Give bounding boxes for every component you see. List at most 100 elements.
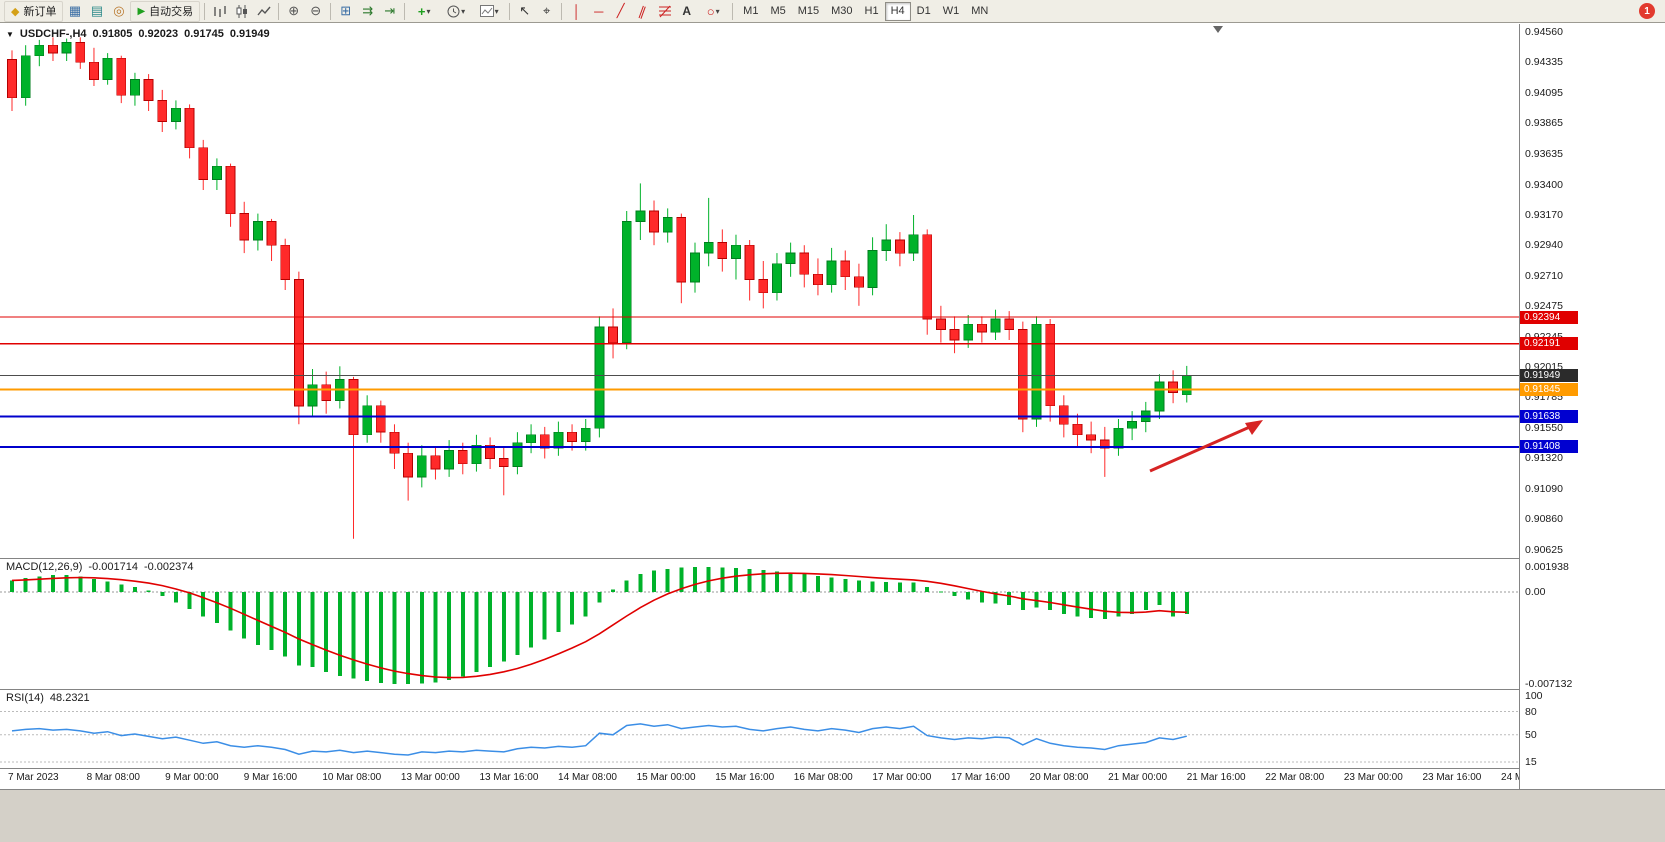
candlestick-chart-type-icon[interactable] (231, 2, 252, 21)
candle-up (990, 318, 1001, 333)
macd-histogram-bar (979, 592, 984, 603)
candle-down (457, 450, 468, 465)
candle-down (936, 318, 946, 330)
chart-area[interactable]: ▼ USDCHF-,H4 0.91805 0.92023 0.91745 0.9… (0, 24, 1560, 789)
macd-scale-label: 0.00 (1525, 586, 1546, 598)
window-bottom-area (0, 789, 1665, 842)
horizontal-line-tool-icon[interactable]: ─ (594, 3, 604, 19)
candle-down (321, 384, 332, 401)
one-click-trading-icon[interactable]: ▼ (6, 29, 14, 39)
candle-down (430, 455, 441, 470)
candle-down (1004, 318, 1015, 330)
text-tool-icon[interactable]: A (682, 4, 691, 18)
crosshair-tool-icon[interactable]: ⌖ (543, 3, 551, 18)
candle-up (102, 57, 113, 80)
macd-histogram-bar (515, 592, 520, 656)
macd-histogram-bar (255, 592, 260, 645)
candle-down (608, 326, 618, 344)
line-chart-type-icon[interactable] (253, 2, 274, 21)
timeframe-button-m15[interactable]: M15 (797, 5, 820, 17)
trendline-tool-icon[interactable]: ╱ (616, 3, 625, 18)
symbol-period-label: USDCHF-,H4 (19, 28, 87, 40)
toolbar-separator (561, 2, 563, 20)
price-scale[interactable]: 0.94560 0.94335 0.94095 0.93865 0.93635 0.934… (1519, 24, 1665, 789)
timeframe-button-w1[interactable]: W1 (942, 5, 960, 17)
macd-histogram-bar (488, 592, 493, 667)
candle-down (239, 213, 250, 241)
bar-chart-type-icon[interactable] (209, 2, 230, 21)
plus-icon: + (417, 3, 426, 19)
candle-down (375, 405, 386, 433)
candle-down (7, 59, 17, 99)
candle-up (772, 263, 782, 294)
candle-down (225, 165, 236, 215)
price-tick-label: 0.93865 (1525, 117, 1563, 130)
data-window-icon[interactable]: ▤ (90, 3, 104, 18)
time-axis-label: 17 Mar 00:00 (872, 772, 932, 783)
candle-down (348, 379, 359, 436)
chart-shift-marker[interactable] (1213, 26, 1223, 33)
chart-shift-icon[interactable]: ⇥ (384, 3, 396, 18)
price-tick-label: 0.94560 (1525, 26, 1563, 38)
timeframe-button-m1[interactable]: M1 (743, 5, 759, 17)
candle-down (1058, 405, 1069, 425)
macd-histogram-bar (173, 592, 178, 603)
time-axis-label: 17 Mar 16:00 (950, 772, 1010, 783)
time-axis-label: 23 Mar 00:00 (1343, 772, 1403, 783)
channel-tool-icon[interactable]: ∥ (637, 2, 649, 19)
panel-separator[interactable] (0, 689, 1665, 690)
arrow-annotation[interactable] (1149, 424, 1253, 473)
macd-histogram-bar (460, 592, 465, 677)
period-button[interactable]: ▾ (440, 2, 472, 21)
macd-histogram-bar (419, 592, 424, 684)
fibonacci-tool-icon[interactable] (654, 2, 675, 21)
add-indicator-button[interactable]: + ▾ (409, 2, 439, 21)
time-axis-label: 9 Mar 16:00 (243, 772, 298, 783)
price-tick-label: 0.91550 (1525, 422, 1563, 435)
macd-histogram-bar (337, 592, 342, 676)
macd-histogram-bar (788, 572, 793, 593)
timeframe-button-m5[interactable]: M5 (770, 5, 786, 17)
macd-histogram-bar (201, 592, 206, 617)
price-line-badge: 0.92191 (1520, 337, 1578, 351)
cursor-tool-icon[interactable]: ↖ (519, 3, 531, 18)
zoom-in-icon[interactable]: ⊕ (288, 3, 300, 18)
time-axis[interactable]: 7 Mar 2023 8 Mar 08:00 9 Mar 00:00 9 Mar 16… (0, 769, 1560, 789)
time-axis-label: 21 Mar 16:00 (1186, 772, 1246, 783)
market-watch-icon[interactable]: ▦ (68, 3, 82, 18)
template-button[interactable]: ▾ (473, 2, 505, 21)
timeframe-button-m30[interactable]: M30 (831, 5, 853, 17)
macd-histogram-bar (815, 575, 820, 592)
candle-down (498, 458, 509, 467)
candle-up (526, 434, 536, 444)
auto-scroll-icon[interactable]: ⇉ (362, 3, 374, 18)
autotrading-button[interactable]: ▶ 自动交易 (130, 0, 201, 22)
candle-up (635, 210, 646, 222)
candle-up (703, 242, 714, 254)
navigator-icon[interactable]: ◎ (113, 3, 125, 18)
vertical-line-tool-icon[interactable]: │ (572, 3, 581, 19)
time-axis-label: 22 Mar 08:00 (1265, 772, 1325, 783)
rsi-label-row: RSI(14) 48.2321 (6, 692, 90, 704)
timeframe-button-d1[interactable]: D1 (916, 5, 931, 17)
macd-histogram-bar (51, 575, 55, 592)
price-tick-label: 0.94095 (1525, 87, 1563, 100)
macd-histogram-bar (92, 579, 96, 592)
macd-histogram-bar (78, 576, 83, 592)
macd-histogram-bar (747, 569, 752, 592)
notification-badge[interactable]: 1 (1639, 3, 1655, 19)
tile-windows-icon[interactable]: ⊞ (340, 3, 352, 18)
candle-down (198, 147, 209, 180)
macd-histogram-bar (406, 592, 411, 684)
timeframe-button-h4[interactable]: H4 (884, 1, 911, 21)
macd-histogram-bar (775, 571, 779, 592)
shapes-tool-button[interactable]: ○ ▾ (698, 2, 728, 21)
new-order-button[interactable]: ◆ 新订单 (4, 0, 64, 22)
timeframe-button-mn[interactable]: MN (971, 5, 989, 17)
timeframe-button-h1[interactable]: H1 (864, 5, 879, 17)
time-axis-label: 13 Mar 00:00 (400, 772, 460, 783)
candle-down (813, 273, 823, 286)
zoom-out-icon[interactable]: ⊖ (310, 3, 322, 18)
price-tick-label: 0.91090 (1525, 482, 1563, 495)
panel-separator[interactable] (0, 558, 1665, 559)
